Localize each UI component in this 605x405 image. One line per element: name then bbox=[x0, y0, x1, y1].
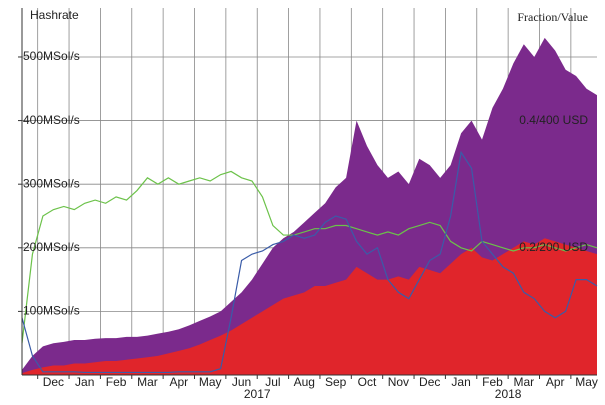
x-tick-label: Feb bbox=[482, 375, 503, 389]
x-tick-label: May bbox=[575, 375, 598, 389]
x-tick-label: Nov bbox=[388, 375, 409, 389]
marks bbox=[21, 37, 598, 375]
year-label: 2017 bbox=[244, 387, 271, 401]
x-tick-label: Aug bbox=[294, 375, 315, 389]
x-tick-label: Dec bbox=[43, 375, 64, 389]
x-tick-label: Jan bbox=[451, 375, 470, 389]
y-tick-label: 500MSol/s bbox=[23, 49, 80, 63]
x-tick-label: Sep bbox=[325, 375, 347, 389]
x-tick-label: Jun bbox=[232, 375, 251, 389]
y-tick-label: 200MSol/s bbox=[23, 240, 80, 254]
year-label: 2018 bbox=[495, 387, 522, 401]
chart-title: Hashrate bbox=[30, 8, 79, 22]
x-tick-label: May bbox=[199, 375, 222, 389]
y-tick-label: 400MSol/s bbox=[23, 113, 80, 127]
x-tick-label: Mar bbox=[137, 375, 158, 389]
x-tick-label: Jul bbox=[265, 375, 280, 389]
y2-title: Fraction/Value bbox=[517, 10, 588, 24]
x-tick-label: Feb bbox=[106, 375, 127, 389]
y-tick-label: 100MSol/s bbox=[23, 304, 80, 318]
y2-tick-label: 0.2/200 USD bbox=[519, 240, 588, 254]
x-tick-label: Apr bbox=[169, 375, 188, 389]
x-tick-label: Oct bbox=[358, 375, 377, 389]
labels: 100MSol/s 200MSol/s 300MSol/s 400MSol/s 500M… bbox=[23, 49, 598, 401]
y-tick-label: 300MSol/s bbox=[23, 176, 80, 190]
x-tick-label: Jan bbox=[75, 375, 94, 389]
line bbox=[21, 150, 598, 374]
x-tick-label: Mar bbox=[513, 375, 534, 389]
x-tick-label: Dec bbox=[419, 375, 440, 389]
area bbox=[22, 238, 597, 375]
x-tick-label: Apr bbox=[546, 375, 565, 389]
line bbox=[21, 170, 598, 344]
y2-tick-label: 0.4/400 USD bbox=[519, 113, 588, 127]
